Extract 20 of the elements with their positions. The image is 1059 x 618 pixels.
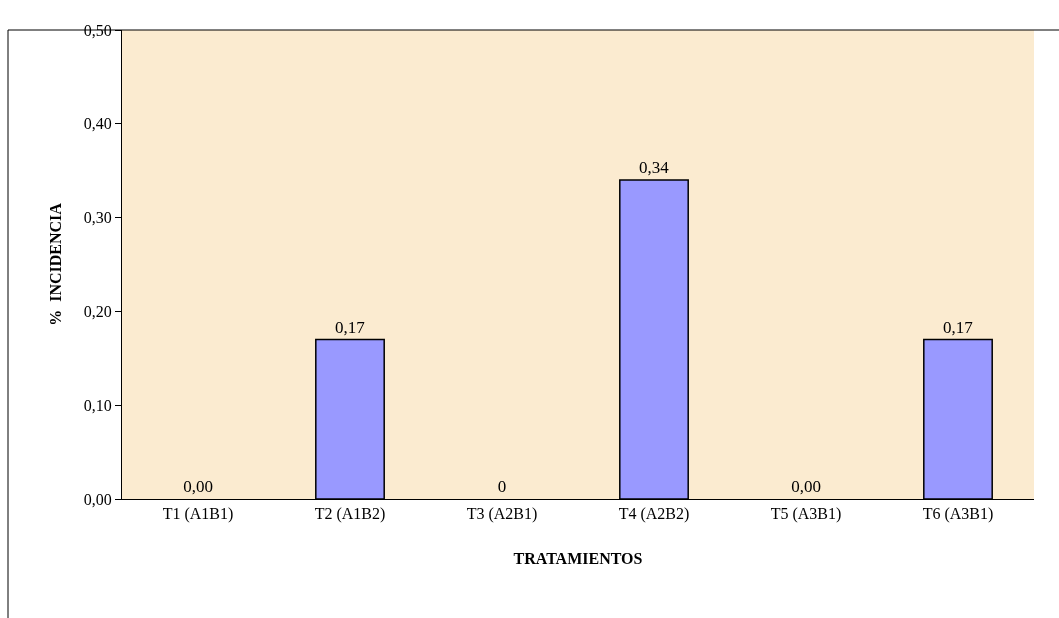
- data-label: 0,00: [791, 477, 821, 496]
- x-tick-label: T4 (A2B2): [618, 505, 690, 524]
- x-tick-label: T5 (A3B1): [770, 505, 842, 524]
- y-tick-label: 0,50: [83, 21, 112, 39]
- y-tick-label: 0,40: [83, 115, 112, 133]
- data-label: 0,17: [942, 317, 974, 337]
- data-label: 0,00: [183, 477, 213, 496]
- data-label: 0: [497, 477, 507, 496]
- data-label: 0,34: [638, 158, 670, 178]
- y-tick-label: 0,20: [83, 303, 112, 320]
- x-tick-label: T3 (A2B1): [466, 505, 538, 524]
- x-tick-label: T6 (A3B1): [922, 505, 994, 524]
- y-tick-label: 0,00: [83, 490, 112, 508]
- x-tick-label: T2 (A1B2): [314, 505, 386, 524]
- x-tick-label: T1 (A1B1): [162, 505, 234, 524]
- y-axis-title: % INCIDENCIA: [46, 202, 64, 326]
- x-axis-title: TRATAMIENTOS: [513, 549, 643, 567]
- y-tick-label: 0,30: [83, 209, 112, 227]
- data-label: 0,17: [334, 317, 366, 337]
- y-tick-label: 0,10: [83, 396, 112, 414]
